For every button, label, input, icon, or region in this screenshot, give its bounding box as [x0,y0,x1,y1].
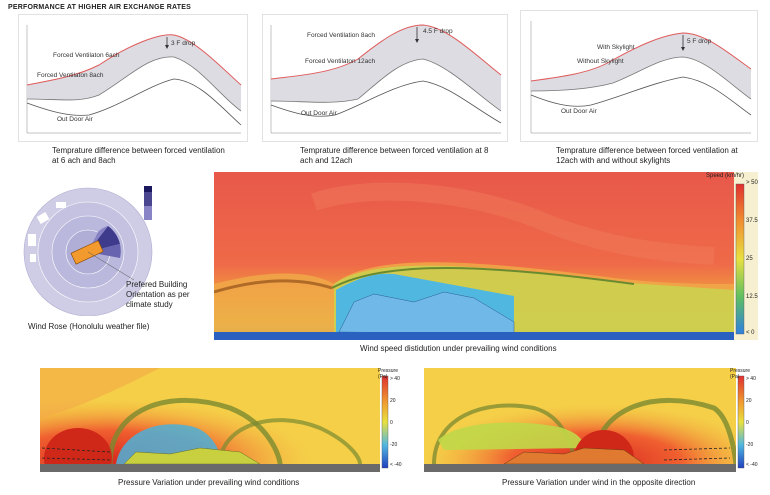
temperature-graph-2: 4.5 F drop Forced Ventilation 8ach Force… [262,14,508,142]
scale-tick: < -40 [390,462,402,468]
temperature-graph-1: 3 F drop Forced Ventilaton 6ach Forced V… [18,14,248,142]
pressure-right-svg [424,368,758,472]
temperature-graph-3-svg: 5 F drop With Skylight Without Skylight … [530,21,752,134]
orientation-note: Prefered Building Orientation as per cli… [126,280,190,309]
pressure-left-svg [40,368,402,472]
outdoor-air-label: Out Door Air [301,110,338,117]
pressure-scale-title: Pressure (Pa) [730,368,751,380]
scale-tick: -20 [746,442,754,448]
outdoor-air-label: Out Door Air [561,108,598,115]
graph-1-caption: Temprature difference between forced ven… [52,146,225,165]
temperature-graph-2-svg: 4.5 F drop Forced Ventilation 8ach Force… [270,24,502,134]
scale-tick: > 40 [390,376,400,382]
wind-speed-scale-title: Speed (km/hr) [706,173,745,179]
scale-tick: < -40 [746,462,758,468]
upper-series-label: Forced Ventilaton 6ach [53,52,120,59]
temperature-graph-1-svg: 3 F drop Forced Ventilaton 6ach Forced V… [26,25,242,134]
lower-series-label: Forced Ventilaton 8ach [37,72,104,79]
temperature-graph-3: 5 F drop With Skylight Without Skylight … [520,10,758,142]
scale-tick: -20 [390,442,398,448]
lower-series-label: Forced Ventilaton 12ach [305,58,375,65]
lower-series-label: Without Skylight [577,58,624,65]
wind-rose: Prefered Building Orientation as per cli… [16,184,192,317]
wind-speed-svg [214,172,758,340]
wind-speed-simulation: Speed (km/hr) > 50 37.5 25 12.5 < 0 [214,172,758,340]
scale-tick: > 40 [746,376,756,382]
pressure-right-caption: Pressure Variation under wind in the opp… [502,478,696,487]
pressure-scale-title: Pressure (Pa) [378,368,399,380]
scale-tick: 25 [746,256,753,262]
pressure-simulation-left: Pressure (Pa) > 40 20 0 -20 < -40 [40,368,402,472]
pressure-simulation-right: Pressure (Pa) > 40 20 0 -20 < -40 [424,368,758,472]
scale-tick: 37.5 [746,218,758,224]
scale-tick: 20 [746,398,752,404]
outdoor-air-label: Out Door Air [57,116,94,123]
wind-rose-caption: Wind Rose (Honolulu weather file) [28,322,150,331]
drop-label: 3 F drop [171,40,196,47]
scale-tick: 0 [390,420,393,426]
scale-tick: 12.5 [746,294,758,300]
scale-tick: > 50 [746,180,758,186]
page-title: PERFORMANCE AT HIGHER AIR EXCHANGE RATES [8,4,192,11]
drop-label: 4.5 F drop [423,28,453,35]
wind-rose-svg [23,186,153,317]
graph-2-caption: Temprature difference between forced ven… [300,146,489,165]
upper-series-label: With Skylight [597,44,635,51]
drop-label: 5 F drop [687,38,712,45]
pressure-left-caption: Pressure Variation under prevailing wind… [118,478,300,487]
wind-speed-caption: Wind speed distidution under prevailing … [360,344,557,353]
upper-series-label: Forced Ventilation 8ach [307,32,375,39]
scale-tick: 0 [746,420,749,426]
graph-3-caption: Temprature difference between forced ven… [556,146,738,165]
scale-tick: 20 [390,398,396,404]
scale-tick: < 0 [746,330,755,336]
